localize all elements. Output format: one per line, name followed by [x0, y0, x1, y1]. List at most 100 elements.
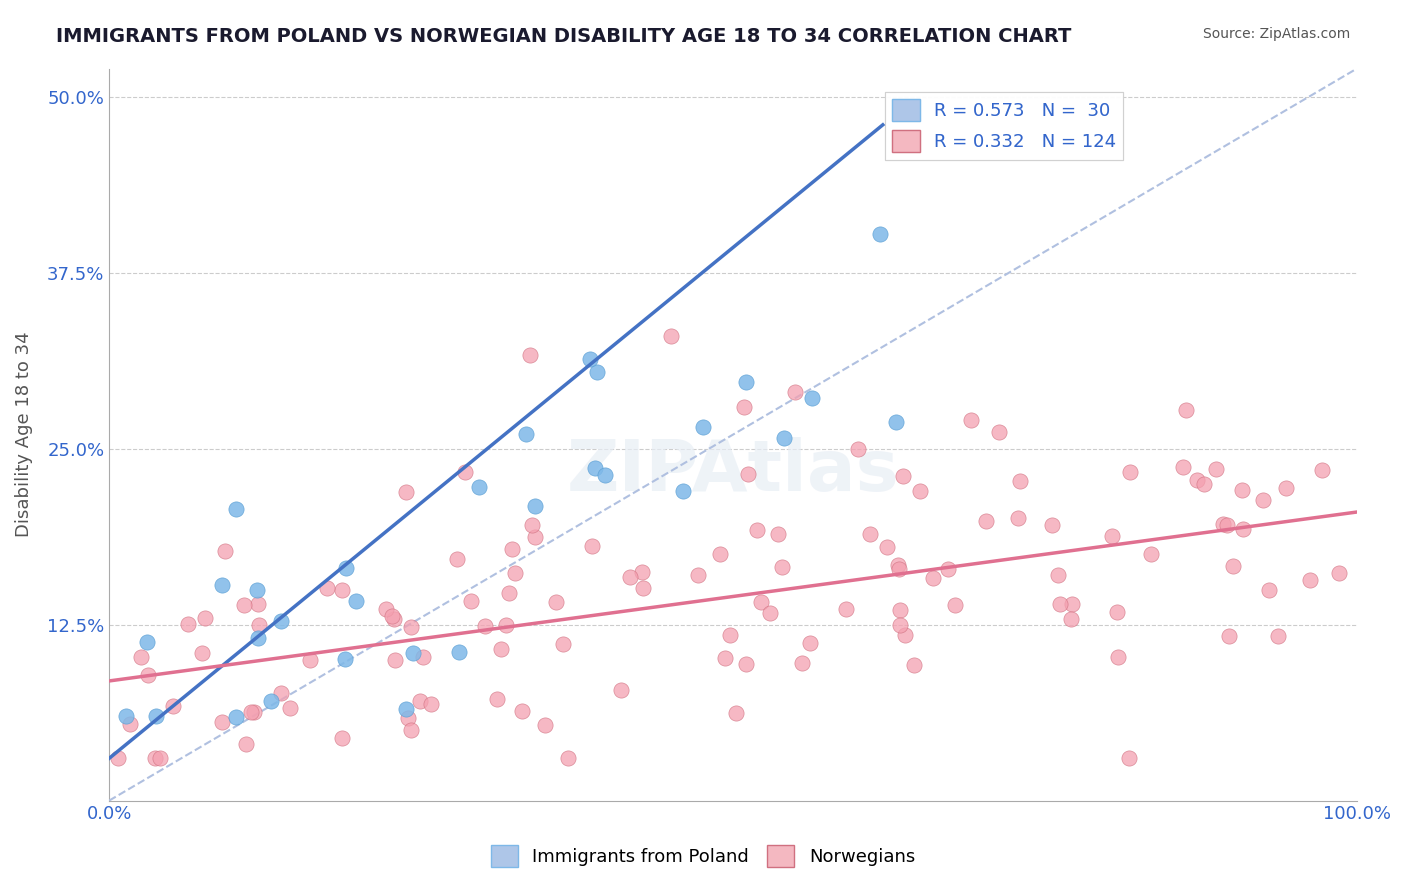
- Point: [745, 523, 768, 537]
- Point: [799, 636, 821, 650]
- Point: [735, 375, 758, 389]
- Point: [936, 562, 959, 576]
- Point: [143, 751, 166, 765]
- Point: [214, 544, 236, 558]
- Point: [491, 641, 513, 656]
- Point: [709, 547, 731, 561]
- Point: [412, 649, 434, 664]
- Point: [1192, 477, 1215, 491]
- Point: [246, 583, 269, 598]
- Point: [449, 645, 471, 659]
- Point: [790, 656, 813, 670]
- Point: [1212, 517, 1234, 532]
- Point: [247, 597, 270, 611]
- Point: [1327, 566, 1350, 580]
- Point: [546, 595, 568, 609]
- Point: [943, 598, 966, 612]
- Point: [735, 657, 758, 672]
- Point: [1251, 493, 1274, 508]
- Point: [118, 717, 141, 731]
- Point: [1060, 612, 1083, 626]
- Point: [395, 702, 418, 716]
- Text: Source: ZipAtlas.com: Source: ZipAtlas.com: [1202, 27, 1350, 41]
- Point: [519, 348, 541, 362]
- Point: [375, 602, 398, 616]
- Point: [399, 723, 422, 737]
- Point: [876, 540, 898, 554]
- Point: [211, 715, 233, 730]
- Point: [190, 646, 212, 660]
- Point: [688, 568, 710, 582]
- Point: [893, 628, 915, 642]
- Point: [225, 709, 247, 723]
- Point: [1232, 522, 1254, 536]
- Point: [1267, 629, 1289, 643]
- Point: [114, 709, 136, 723]
- Point: [381, 608, 404, 623]
- Point: [988, 425, 1011, 439]
- Point: [1101, 529, 1123, 543]
- Point: [903, 658, 925, 673]
- Point: [910, 483, 932, 498]
- Point: [534, 718, 557, 732]
- Point: [1040, 517, 1063, 532]
- Point: [460, 593, 482, 607]
- Legend: R = 0.573   N =  30, R = 0.332   N = 124: R = 0.573 N = 30, R = 0.332 N = 124: [886, 92, 1123, 160]
- Point: [129, 650, 152, 665]
- Point: [884, 415, 907, 429]
- Point: [891, 468, 914, 483]
- Point: [1118, 751, 1140, 765]
- Point: [714, 651, 737, 665]
- Point: [225, 502, 247, 516]
- Point: [315, 581, 337, 595]
- Point: [396, 711, 419, 725]
- Point: [335, 561, 357, 575]
- Point: [1173, 460, 1195, 475]
- Point: [557, 751, 579, 765]
- Point: [177, 617, 200, 632]
- Point: [523, 530, 546, 544]
- Point: [960, 413, 983, 427]
- Y-axis label: Disability Age 18 to 34: Disability Age 18 to 34: [15, 332, 32, 537]
- Point: [211, 578, 233, 592]
- Point: [800, 391, 823, 405]
- Point: [887, 558, 910, 573]
- Point: [260, 694, 283, 708]
- Point: [1299, 573, 1322, 587]
- Point: [785, 385, 807, 400]
- Point: [145, 709, 167, 723]
- Point: [1119, 465, 1142, 479]
- Point: [551, 637, 574, 651]
- Point: [246, 631, 269, 645]
- Point: [107, 751, 129, 765]
- Point: [578, 352, 600, 367]
- Point: [1060, 597, 1083, 611]
- Point: [1222, 559, 1244, 574]
- Point: [382, 612, 405, 626]
- Point: [631, 566, 654, 580]
- Point: [1274, 481, 1296, 495]
- Legend: Immigrants from Poland, Norwegians: Immigrants from Poland, Norwegians: [484, 838, 922, 874]
- Point: [1205, 462, 1227, 476]
- Point: [581, 539, 603, 553]
- Point: [718, 627, 741, 641]
- Point: [1258, 582, 1281, 597]
- Point: [1007, 511, 1029, 525]
- Point: [395, 484, 418, 499]
- Point: [247, 618, 270, 632]
- Point: [468, 480, 491, 494]
- Point: [737, 467, 759, 481]
- Point: [330, 731, 353, 746]
- Point: [384, 653, 406, 667]
- Point: [1175, 402, 1198, 417]
- Point: [846, 442, 869, 456]
- Point: [420, 698, 443, 712]
- Point: [583, 460, 606, 475]
- Text: IMMIGRANTS FROM POLAND VS NORWEGIAN DISABILITY AGE 18 TO 34 CORRELATION CHART: IMMIGRANTS FROM POLAND VS NORWEGIAN DISA…: [56, 27, 1071, 45]
- Point: [446, 552, 468, 566]
- Point: [486, 692, 509, 706]
- Point: [595, 468, 617, 483]
- Point: [631, 581, 654, 595]
- Point: [242, 706, 264, 720]
- Point: [733, 400, 755, 414]
